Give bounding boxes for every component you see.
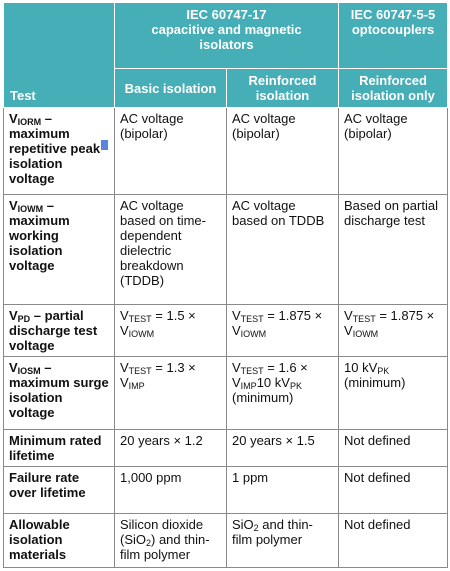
cell-text: ) and thin-film polymer bbox=[120, 532, 210, 562]
cell-subscript: TEST bbox=[352, 314, 376, 324]
cell-subscript: TEST bbox=[128, 366, 152, 376]
header-row-groups: Test IEC 60747-17 capacitive and magneti… bbox=[3, 2, 449, 108]
table-body: VIORM – maximum repetitive peak isolatio… bbox=[3, 107, 449, 568]
cell-subscript: TEST bbox=[240, 366, 264, 376]
row-label-vpd: VPD – partial discharge test voltage bbox=[3, 304, 115, 357]
cell-text: = 1.5 × V bbox=[120, 308, 196, 338]
cell-text: SiO bbox=[232, 517, 254, 532]
table-row: Minimum rated lifetime 20 years × 1.2 20… bbox=[3, 429, 449, 467]
cell-basic: AC voltage (bipolar) bbox=[114, 107, 227, 195]
row-label-viosm: VIOSM – maximum surge isolation voltage bbox=[3, 356, 115, 430]
cell-subscript: IMP bbox=[128, 381, 145, 391]
cell-basic: VTEST = 1.3 × VIMP bbox=[114, 356, 227, 430]
cell-text: (minimum) bbox=[344, 375, 406, 390]
cell-text: (minimum) bbox=[232, 390, 294, 405]
label-text: – maximum repetitive peak isolation volt… bbox=[9, 111, 101, 186]
cell-optocoupler: Not defined bbox=[338, 466, 449, 514]
cell-subscript: 2 bbox=[253, 523, 259, 533]
cell-reinforced: 1 ppm bbox=[225, 466, 340, 514]
row-label-failure-rate: Failure rate over lifetime bbox=[3, 466, 115, 514]
cell-reinforced: 20 years × 1.5 bbox=[225, 429, 340, 467]
cell-reinforced: VTEST = 1.6 × VIMP10 kVPK (minimum) bbox=[225, 356, 340, 430]
label-symbol: V bbox=[9, 111, 18, 126]
label-text: – partial discharge test voltage bbox=[9, 308, 98, 353]
cell-text: = 1.875 × V bbox=[232, 308, 323, 338]
cell-optocoupler: AC voltage (bipolar) bbox=[338, 107, 449, 195]
cell-optocoupler: 10 kVPK (minimum) bbox=[338, 356, 449, 430]
table-header: Test IEC 60747-17 capacitive and magneti… bbox=[3, 2, 449, 108]
table-row: Failure rate over lifetime 1,000 ppm 1 p… bbox=[3, 466, 449, 514]
table-row: VIORM – maximum repetitive peak isolatio… bbox=[3, 107, 449, 195]
cell-text: = 1.6 × V bbox=[232, 360, 308, 390]
table-row: VPD – partial discharge test voltage VTE… bbox=[3, 304, 449, 357]
label-subscript: IOWM bbox=[17, 204, 44, 214]
cell-optocoupler: Not defined bbox=[338, 513, 449, 568]
cell-symbol: V bbox=[344, 308, 353, 323]
header-reinforced-isolation-only: Reinforced isolation only bbox=[338, 68, 449, 108]
cell-symbol: V bbox=[232, 308, 241, 323]
table-row: VIOSM – maximum surge isolation voltage … bbox=[3, 356, 449, 430]
cell-reinforced: AC voltage based on TDDB bbox=[225, 194, 340, 305]
cell-text: and thin-film polymer bbox=[232, 517, 313, 547]
label-symbol: V bbox=[9, 198, 18, 213]
cell-subscript: PK bbox=[377, 366, 390, 376]
cell-subscript: TEST bbox=[128, 314, 152, 324]
cell-basic: Silicon dioxide (SiO2) and thin-film pol… bbox=[114, 513, 227, 568]
header-row-subcolumns: Basic isolation Reinforced isolation Rei… bbox=[4, 68, 449, 108]
row-label-materials: Allowable isolation materials bbox=[3, 513, 115, 568]
header-iec-60747-17-line1: IEC 60747-17 bbox=[186, 7, 267, 22]
label-symbol: V bbox=[9, 360, 18, 375]
header-reinforced-isolation: Reinforced isolation bbox=[225, 68, 340, 108]
header-iec-60747-17: IEC 60747-17 capacitive and magnetic iso… bbox=[113, 2, 340, 69]
cell-subscript: IOWM bbox=[240, 329, 267, 339]
cell-subscript: IOWM bbox=[128, 329, 155, 339]
cell-symbol: V bbox=[232, 360, 241, 375]
cell-subscript: IMP bbox=[240, 381, 257, 391]
row-label-viowm: VIOWM – maximum working isolation voltag… bbox=[3, 194, 115, 305]
label-subscript: IOSM bbox=[17, 366, 41, 376]
cell-optocoupler: Based on partial discharge test bbox=[338, 194, 449, 305]
cell-text: = 1.875 × V bbox=[344, 308, 435, 338]
header-iec-60747-5-5-line2: optocouplers bbox=[351, 22, 435, 37]
isolation-standards-table: Test IEC 60747-17 capacitive and magneti… bbox=[3, 2, 449, 568]
cell-text: = 1.3 × V bbox=[120, 360, 196, 390]
table-row: Allowable isolation materials Silicon di… bbox=[3, 513, 449, 568]
row-label-lifetime: Minimum rated lifetime bbox=[3, 429, 115, 467]
cell-optocoupler: Not defined bbox=[338, 429, 449, 467]
cell-text: 10 kV bbox=[344, 360, 378, 375]
isolation-standards-table-container: Test IEC 60747-17 capacitive and magneti… bbox=[3, 2, 449, 568]
cell-basic: VTEST = 1.5 × VIOWM bbox=[114, 304, 227, 357]
label-text: – maximum working isolation voltage bbox=[9, 198, 70, 273]
cell-reinforced: AC voltage (bipolar) bbox=[225, 107, 340, 195]
cell-basic: 20 years × 1.2 bbox=[114, 429, 227, 467]
header-iec-60747-5-5: IEC 60747-5-5 optocouplers bbox=[338, 2, 449, 69]
cell-text: Silicon dioxide (SiO bbox=[120, 517, 204, 547]
cell-text: 10 kV bbox=[256, 375, 290, 390]
cell-reinforced: VTEST = 1.875 × VIOWM bbox=[225, 304, 340, 357]
header-test: Test bbox=[3, 2, 115, 108]
header-iec-60747-17-line2: capacitive and magnetic isolators bbox=[151, 22, 302, 52]
text-cursor bbox=[101, 140, 108, 150]
cell-symbol: V bbox=[120, 360, 129, 375]
cell-basic: 1,000 ppm bbox=[114, 466, 227, 514]
label-symbol: V bbox=[9, 308, 18, 323]
label-subscript: IORM bbox=[17, 117, 42, 127]
label-subscript: PD bbox=[17, 314, 31, 324]
cell-subscript: PK bbox=[289, 381, 302, 391]
cell-basic: AC voltage based on time-dependent diele… bbox=[114, 194, 227, 305]
cell-subscript: IOWM bbox=[352, 329, 379, 339]
header-iec-60747-5-5-line1: IEC 60747-5-5 bbox=[350, 7, 436, 22]
header-basic-isolation: Basic isolation bbox=[114, 68, 227, 108]
cell-optocoupler: VTEST = 1.875 × VIOWM bbox=[338, 304, 449, 357]
cell-reinforced: SiO2 and thin-film polymer bbox=[225, 513, 340, 568]
row-label-viorm: VIORM – maximum repetitive peak isolatio… bbox=[3, 107, 115, 195]
cell-subscript: 2 bbox=[146, 538, 152, 548]
table-row: VIOWM – maximum working isolation voltag… bbox=[3, 194, 449, 305]
cell-subscript: TEST bbox=[240, 314, 264, 324]
label-text: – maximum surge isolation voltage bbox=[9, 360, 109, 420]
cell-symbol: V bbox=[120, 308, 129, 323]
